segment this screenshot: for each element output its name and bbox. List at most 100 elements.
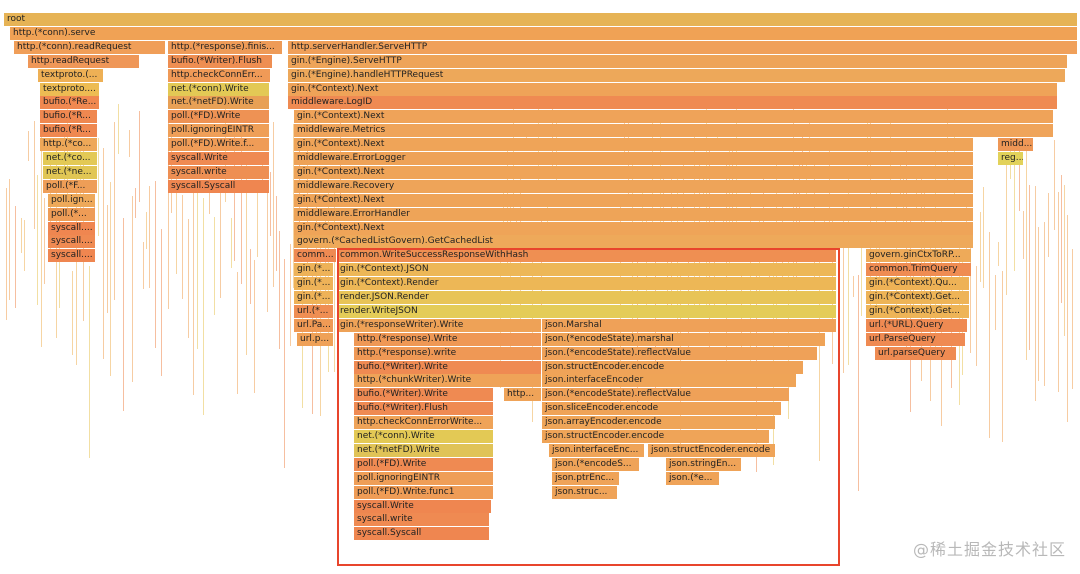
flame-frame[interactable]: json.(*encodeState).reflectValue xyxy=(542,346,818,360)
flame-frame[interactable]: gin.(*... xyxy=(294,277,334,291)
flame-frame[interactable]: net.(*netFD).Write xyxy=(354,443,494,457)
flame-frame[interactable]: net.(*conn).Write xyxy=(168,82,270,96)
flame-frame[interactable]: gin.(*... xyxy=(294,291,334,304)
flame-frame[interactable]: url.(*... xyxy=(294,304,334,318)
flame-frame[interactable]: poll.ign... xyxy=(48,193,96,207)
flame-frame[interactable]: bufio.(*Re... xyxy=(40,96,100,110)
flame-frame[interactable]: gin.(*Context).Next xyxy=(294,221,974,235)
flame-frame[interactable]: poll.ignoringEINTR xyxy=(168,124,270,138)
flame-frame[interactable]: url.Pa... xyxy=(294,318,334,332)
flame-frame[interactable]: syscall.... xyxy=(48,221,96,235)
flame-frame[interactable]: json.ptrEnc... xyxy=(552,471,620,485)
flame-frame[interactable]: gin.(*Context).Next xyxy=(294,110,1054,124)
flame-frame[interactable]: render.JSON.Render xyxy=(337,291,837,304)
flame-frame[interactable]: bufio.(*Writer).Write xyxy=(354,388,494,402)
flame-frame[interactable]: json.structEncoder.encode xyxy=(542,360,804,374)
flame-frame[interactable]: url.p... xyxy=(297,332,334,346)
flame-frame[interactable]: govern.(*CachedListGovern).GetCachedList xyxy=(294,235,974,249)
flame-frame[interactable]: gin.(*Context).JSON xyxy=(337,263,837,277)
flame-frame[interactable]: net.(*co... xyxy=(43,152,98,165)
flame-frame[interactable]: url.parseQuery xyxy=(875,346,957,360)
flame-frame[interactable]: gin.(*Context).Get... xyxy=(866,291,970,304)
flame-frame[interactable]: json.arrayEncoder.encode xyxy=(542,416,776,430)
flame-frame[interactable]: syscall.Write xyxy=(354,499,492,513)
flame-frame[interactable]: poll.(*FD).Write xyxy=(168,110,270,124)
flame-frame[interactable]: poll.(*FD).Write.func1 xyxy=(354,485,494,499)
flame-frame[interactable]: middleware.Metrics xyxy=(294,124,1054,138)
flame-frame[interactable]: http.checkConnErrorWrite... xyxy=(354,416,494,430)
flame-frame[interactable]: gin.(*Context).Next xyxy=(294,165,974,179)
flame-frame[interactable]: root xyxy=(4,13,1078,26)
flame-frame[interactable]: gin.(*Context).Next xyxy=(294,193,974,207)
flame-frame[interactable]: gin.(*Context).Qu... xyxy=(866,277,970,291)
flame-frame[interactable]: comm... xyxy=(294,249,337,263)
flame-frame[interactable]: json.struc... xyxy=(552,485,618,499)
flame-frame[interactable]: syscall.Syscall xyxy=(168,179,270,193)
flame-frame[interactable]: gin.(*Context).Next xyxy=(288,82,1058,96)
flame-frame[interactable]: textproto.... xyxy=(40,82,100,96)
flame-frame[interactable]: gin.(*Engine).ServeHTTP xyxy=(288,54,1068,68)
flame-frame[interactable]: reg... xyxy=(998,152,1024,165)
flame-frame[interactable]: http.readRequest xyxy=(28,54,140,68)
flame-frame[interactable]: gin.(*responseWriter).Write xyxy=(337,318,542,332)
flame-frame[interactable]: http.(*response).write xyxy=(354,346,542,360)
flame-frame[interactable]: syscall.... xyxy=(48,235,96,249)
flame-frame[interactable]: json.(*encodeState).reflectValue xyxy=(542,388,790,402)
flame-frame[interactable]: render.WriteJSON xyxy=(337,304,837,318)
flame-frame[interactable]: syscall.Write xyxy=(168,152,270,165)
flame-frame[interactable]: json.(*encodeState).marshal xyxy=(542,332,826,346)
flame-frame[interactable]: gin.(*Context).Get... xyxy=(866,304,970,318)
flame-frame[interactable]: json.stringEn... xyxy=(666,457,742,471)
flame-frame[interactable]: bufio.(*Writer).Flush xyxy=(168,54,273,68)
flame-frame[interactable]: bufio.(*R... xyxy=(40,110,98,124)
flame-frame[interactable]: syscall.... xyxy=(48,249,96,263)
flame-sliver xyxy=(1058,192,1059,392)
flame-frame[interactable]: poll.(*... xyxy=(48,207,96,221)
flame-frame[interactable]: net.(*netFD).Write xyxy=(168,96,270,110)
flame-frame[interactable]: http.checkConnErr... xyxy=(168,68,271,82)
flame-frame[interactable]: http.(*conn).readRequest xyxy=(14,40,166,54)
flame-frame[interactable]: govern.ginCtxToRP... xyxy=(866,249,972,263)
flame-frame[interactable]: poll.(*F... xyxy=(43,179,98,193)
flame-frame[interactable]: http... xyxy=(504,388,542,402)
flame-frame[interactable]: gin.(*... xyxy=(294,263,334,277)
flame-frame[interactable]: common.WriteSuccessResponseWithHash xyxy=(337,249,837,263)
flame-frame[interactable]: middleware.ErrorHandler xyxy=(294,207,974,221)
flame-frame[interactable]: bufio.(*R... xyxy=(40,124,98,138)
flame-frame[interactable]: net.(*ne... xyxy=(43,165,98,179)
flame-frame[interactable]: json.structEncoder.encode xyxy=(648,443,776,457)
flame-frame[interactable]: poll.ignoringEINTR xyxy=(354,471,494,485)
flame-frame[interactable]: bufio.(*Writer).Write xyxy=(354,360,542,374)
flame-frame[interactable]: http.(*response).Write xyxy=(354,332,542,346)
flame-frame[interactable]: textproto.(... xyxy=(38,68,104,82)
flame-frame[interactable]: http.serverHandler.ServeHTTP xyxy=(288,40,1078,54)
flame-frame[interactable]: middleware.Recovery xyxy=(294,179,974,193)
flame-frame[interactable]: common.TrimQuery xyxy=(866,263,972,277)
flame-frame[interactable]: url.(*URL).Query xyxy=(866,318,968,332)
flame-frame[interactable]: gin.(*Context).Next xyxy=(294,138,974,152)
flame-frame[interactable]: http.(*co... xyxy=(40,138,98,152)
flame-frame[interactable]: syscall.write xyxy=(354,513,490,527)
flame-frame[interactable]: http.(*conn).serve xyxy=(10,26,1078,40)
flame-frame[interactable]: json.structEncoder.encode xyxy=(542,430,770,443)
flame-frame[interactable]: json.(*e... xyxy=(666,471,720,485)
flame-frame[interactable]: json.interfaceEncoder xyxy=(542,374,797,388)
flame-frame[interactable]: bufio.(*Writer).Flush xyxy=(354,402,494,416)
flame-frame[interactable]: json.sliceEncoder.encode xyxy=(542,402,782,416)
flame-frame[interactable]: json.interfaceEnc... xyxy=(549,443,645,457)
flame-frame[interactable]: url.ParseQuery xyxy=(866,332,966,346)
flame-frame[interactable]: http.(*response).finis... xyxy=(168,40,283,54)
flame-frame[interactable]: gin.(*Engine).handleHTTPRequest xyxy=(288,68,1066,82)
flame-frame[interactable]: middleware.LogID xyxy=(288,96,1058,110)
flame-frame[interactable]: poll.(*FD).Write xyxy=(354,457,494,471)
flame-frame[interactable]: middleware.ErrorLogger xyxy=(294,152,974,165)
flame-frame[interactable]: gin.(*Context).Render xyxy=(337,277,837,291)
flame-frame[interactable]: poll.(*FD).Write.f... xyxy=(168,138,270,152)
flame-frame[interactable]: midd... xyxy=(998,138,1034,152)
flame-frame[interactable]: syscall.Syscall xyxy=(354,527,490,541)
flame-frame[interactable]: http.(*chunkWriter).Write xyxy=(354,374,542,388)
flame-frame[interactable]: json.(*encodeS... xyxy=(552,457,640,471)
flame-frame[interactable]: net.(*conn).Write xyxy=(354,430,494,443)
flame-frame[interactable]: json.Marshal xyxy=(542,318,837,332)
flame-frame[interactable]: syscall.write xyxy=(168,165,270,179)
